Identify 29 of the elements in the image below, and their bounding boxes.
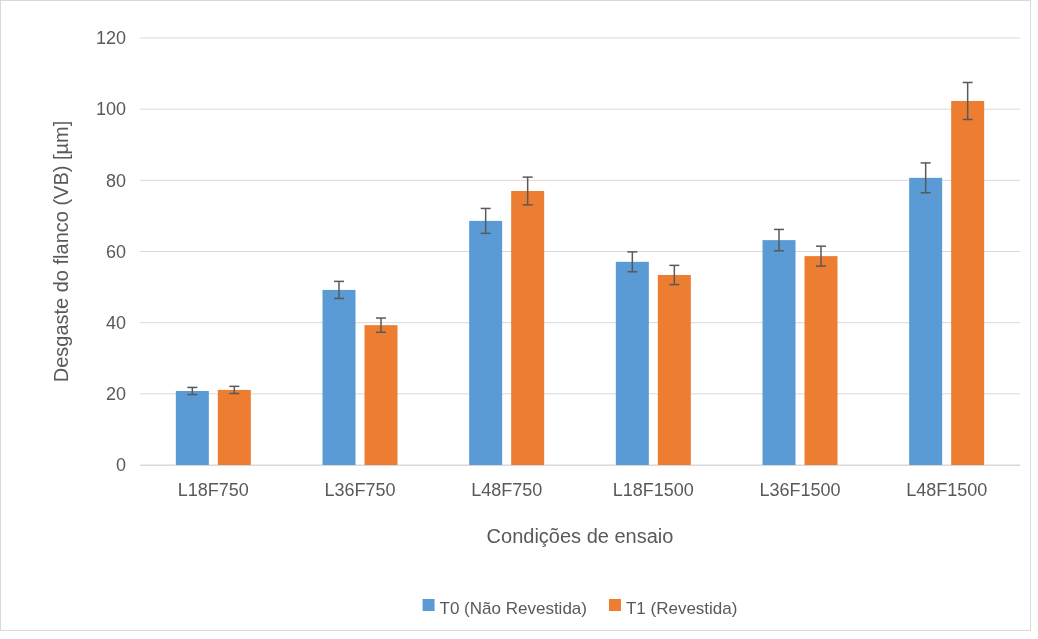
x-tick-label: L36F750 xyxy=(324,479,396,500)
y-tick-label: 40 xyxy=(105,312,126,333)
y-tick-label: 120 xyxy=(95,28,126,49)
bar xyxy=(762,240,796,465)
y-axis-title: Desgaste do flanco (VB) [µm] xyxy=(50,120,72,383)
bar xyxy=(322,289,356,465)
x-tick-label: L36F1500 xyxy=(759,479,841,500)
bar xyxy=(657,274,691,465)
y-tick-label: 20 xyxy=(105,384,126,405)
bar xyxy=(175,390,209,465)
y-tick-label: 60 xyxy=(105,241,126,262)
bar xyxy=(511,191,545,465)
y-tick-label: 80 xyxy=(105,170,126,191)
x-tick-label: L48F1500 xyxy=(906,479,988,500)
bar xyxy=(469,220,503,465)
bar xyxy=(909,177,943,465)
x-tick-label: L48F750 xyxy=(471,479,543,500)
y-tick-label: 0 xyxy=(115,455,126,476)
x-tick-label: L18F1500 xyxy=(612,479,694,500)
bar xyxy=(951,100,985,465)
x-tick-label: L18F750 xyxy=(177,479,249,500)
x-axis-title: Condições de ensaio xyxy=(486,525,674,547)
bar xyxy=(364,325,398,465)
bar xyxy=(804,256,838,465)
legend-label: T1 (Revestida) xyxy=(625,599,738,619)
legend-label: T0 (Não Revestida) xyxy=(439,599,587,619)
bar xyxy=(615,261,649,465)
y-tick-label: 100 xyxy=(95,99,126,120)
bar xyxy=(217,389,251,465)
